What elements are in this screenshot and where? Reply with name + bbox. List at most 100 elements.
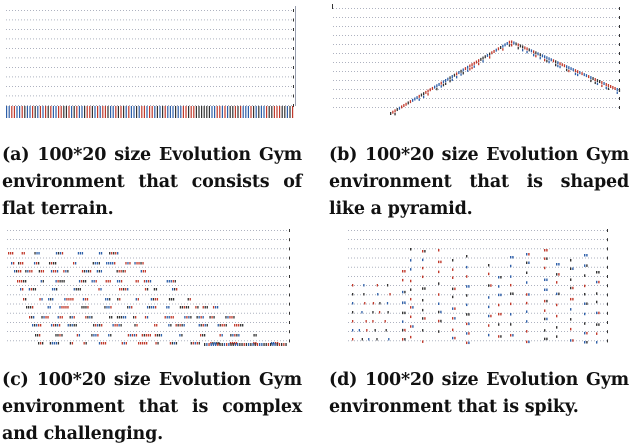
- grid-dot: [57, 105, 58, 106]
- grid-dot: [94, 340, 95, 342]
- terrain-voxel: [168, 324, 170, 327]
- terrain-voxel: [83, 270, 86, 273]
- grid-dot: [429, 303, 430, 305]
- grid-dot: [216, 105, 217, 106]
- grid-dot: [9, 86, 10, 87]
- grid-dot: [438, 62, 439, 63]
- grid-dot: [24, 95, 25, 97]
- grid-dot: [114, 29, 115, 30]
- grid-dot: [109, 230, 110, 231]
- grid-dot: [184, 322, 185, 323]
- grid-dot: [399, 98, 400, 99]
- grid-dot: [190, 331, 191, 332]
- grid-dot: [423, 35, 424, 36]
- grid-dot: [585, 230, 586, 231]
- grid-dot: [264, 38, 265, 40]
- grid-dot: [27, 105, 28, 106]
- grid-dot: [564, 8, 565, 9]
- grid-dot: [81, 95, 82, 97]
- grid-dot: [348, 8, 349, 9]
- grid-dot: [28, 340, 29, 342]
- grid-dot: [87, 57, 88, 59]
- grid-dot: [222, 95, 223, 97]
- grid-dot: [19, 230, 20, 231]
- grid-dot: [148, 312, 149, 314]
- ground-voxel: [260, 106, 262, 118]
- ground-voxel: [37, 106, 39, 118]
- grid-dot: [348, 89, 349, 90]
- grid-dot: [381, 239, 382, 240]
- grid-dot: [567, 89, 568, 90]
- grid-dot: [450, 89, 451, 90]
- grid-dot: [67, 322, 68, 323]
- grid-dot: [204, 86, 205, 87]
- grid-dot: [217, 285, 218, 286]
- grid-dot: [117, 29, 118, 30]
- grid-dot: [567, 17, 568, 18]
- terrain-voxel: [57, 334, 59, 337]
- grid-dot: [375, 312, 376, 314]
- terrain-voxel: [106, 262, 108, 265]
- grid-dot: [360, 266, 361, 268]
- grid-dot: [483, 266, 484, 268]
- grid-dot: [594, 98, 595, 99]
- terrain-voxel: [236, 324, 238, 327]
- terrain-voxel: [50, 270, 53, 273]
- grid-dot: [55, 257, 56, 259]
- terrain-voxel: [108, 334, 110, 337]
- grid-dot: [186, 86, 187, 87]
- terrain-voxel: [50, 262, 53, 265]
- grid-dot: [90, 95, 91, 97]
- grid-dot: [264, 86, 265, 87]
- grid-dot: [291, 67, 292, 68]
- grid-dot: [378, 239, 379, 240]
- grid-dot: [420, 107, 421, 108]
- grid-dot: [354, 294, 355, 296]
- grid-dot: [258, 29, 259, 30]
- grid-dot: [111, 38, 112, 40]
- grid-dot: [225, 105, 226, 106]
- grid-dot: [546, 26, 547, 27]
- grid-dot: [171, 19, 172, 21]
- grid-dot: [97, 230, 98, 231]
- terrain-voxel: [95, 280, 97, 283]
- grid-dot: [6, 29, 7, 30]
- surface-voxel: [436, 84, 438, 88]
- grid-dot: [414, 266, 415, 268]
- grid-dot: [483, 294, 484, 296]
- grid-dot: [546, 89, 547, 90]
- grid-dot: [246, 105, 247, 106]
- grid-dot: [180, 95, 181, 97]
- grid-dot: [247, 285, 248, 286]
- grid-dot: [121, 285, 122, 286]
- grid-dot: [210, 57, 211, 59]
- grid-dot: [63, 105, 64, 106]
- grid-dot: [147, 29, 148, 30]
- grid-dot: [519, 98, 520, 99]
- grid-dot: [447, 303, 448, 305]
- terrain-voxel: [84, 280, 87, 283]
- ground-voxel: [258, 106, 260, 118]
- ground-voxel: [245, 106, 247, 118]
- grid-dot: [351, 89, 352, 90]
- grid-dot: [157, 312, 158, 314]
- grid-dot: [552, 257, 553, 259]
- grid-dot: [360, 53, 361, 54]
- grid-dot: [522, 26, 523, 27]
- terrain-voxel: [198, 342, 200, 345]
- grid-dot: [381, 8, 382, 9]
- grid-dot: [100, 312, 101, 314]
- grid-dot: [51, 105, 52, 106]
- grid-dot: [570, 276, 571, 277]
- grid-dot: [462, 8, 463, 9]
- grid-dot: [390, 8, 391, 9]
- terrain-voxel: [146, 342, 148, 345]
- grid-dot: [435, 276, 436, 277]
- row-end-mark: [607, 275, 608, 278]
- grid-dot: [414, 62, 415, 63]
- grid-dot: [408, 62, 409, 63]
- terrain-voxel: [22, 262, 24, 265]
- grid-dot: [354, 89, 355, 90]
- grid-dot: [120, 29, 121, 30]
- grid-dot: [262, 294, 263, 296]
